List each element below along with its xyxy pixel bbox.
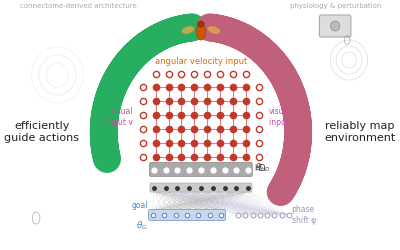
FancyBboxPatch shape: [150, 162, 252, 176]
Ellipse shape: [198, 21, 204, 27]
FancyBboxPatch shape: [149, 210, 226, 220]
Text: HD: HD: [255, 164, 266, 173]
Text: efficiently
guide actions: efficiently guide actions: [4, 121, 79, 143]
Text: reliably map
environment: reliably map environment: [324, 121, 396, 143]
Text: phase
shift φ: phase shift φ: [292, 205, 316, 225]
Ellipse shape: [182, 26, 194, 34]
Text: goal: goal: [132, 201, 148, 210]
Ellipse shape: [196, 24, 206, 40]
Text: visual
input v: visual input v: [268, 107, 295, 127]
FancyBboxPatch shape: [150, 183, 252, 192]
Text: $\theta_G$: $\theta_G$: [136, 220, 148, 232]
Text: $\theta_{HD}$: $\theta_{HD}$: [255, 162, 270, 174]
Text: connectome-derived architecture: connectome-derived architecture: [20, 3, 137, 9]
Ellipse shape: [330, 21, 340, 31]
Text: physiology & perturbation: physiology & perturbation: [290, 3, 382, 9]
Ellipse shape: [208, 26, 220, 34]
Text: visual
input v: visual input v: [106, 107, 133, 127]
Text: angular velocity input: angular velocity input: [155, 56, 247, 66]
FancyBboxPatch shape: [320, 15, 351, 37]
